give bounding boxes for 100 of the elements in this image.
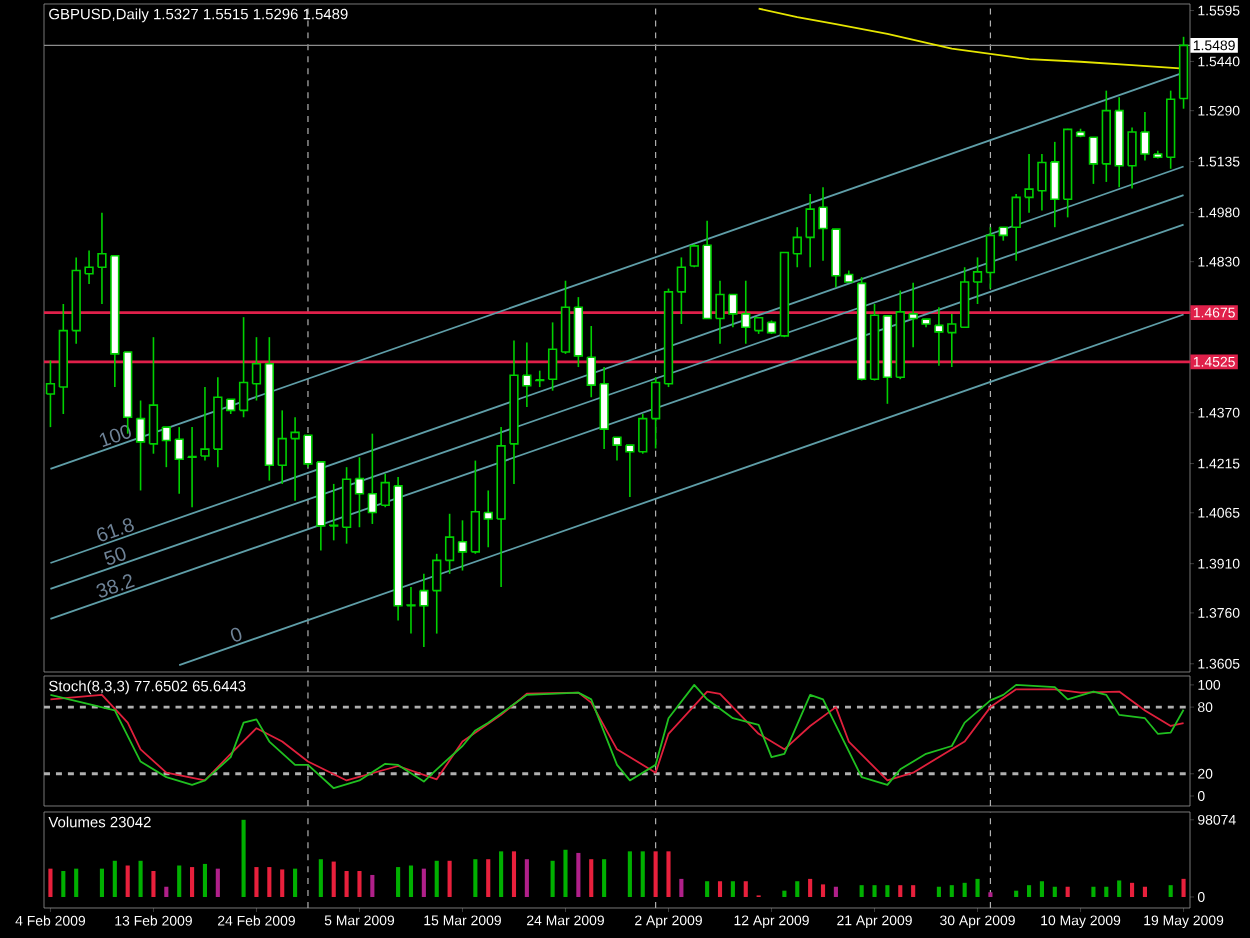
candlestick bbox=[341, 466, 352, 545]
bar bbox=[215, 868, 220, 897]
bar bbox=[859, 885, 864, 897]
bar bbox=[293, 868, 298, 897]
bar bbox=[524, 859, 529, 897]
bar bbox=[1039, 881, 1044, 897]
bar bbox=[48, 868, 53, 897]
candlestick bbox=[367, 432, 378, 525]
bar bbox=[421, 868, 426, 897]
bar bbox=[190, 867, 195, 897]
bar bbox=[872, 885, 877, 897]
candlestick bbox=[985, 226, 996, 290]
bar bbox=[1091, 886, 1096, 897]
bar bbox=[151, 871, 156, 897]
bar bbox=[408, 865, 414, 897]
bar bbox=[589, 859, 594, 897]
bar bbox=[473, 859, 478, 897]
text: 0 bbox=[230, 627, 242, 642]
candlestick bbox=[676, 256, 687, 325]
candlestick bbox=[650, 376, 661, 450]
candlestick bbox=[960, 266, 970, 329]
candlestick bbox=[1011, 193, 1021, 262]
bar bbox=[254, 867, 259, 897]
text: 61.8 bbox=[97, 518, 134, 542]
bar bbox=[344, 871, 349, 897]
text: 50 bbox=[104, 547, 126, 565]
bar bbox=[280, 869, 285, 897]
bar bbox=[370, 874, 375, 897]
bar bbox=[177, 865, 182, 897]
bar bbox=[795, 881, 800, 897]
bar bbox=[666, 851, 671, 897]
candlestick bbox=[470, 459, 481, 555]
bar bbox=[74, 868, 79, 897]
bar bbox=[576, 852, 581, 897]
bar bbox=[61, 871, 66, 897]
bar bbox=[1129, 882, 1135, 897]
bar bbox=[563, 849, 568, 897]
candlestick bbox=[251, 336, 262, 402]
bar bbox=[1014, 890, 1019, 897]
bar bbox=[730, 881, 735, 897]
bar bbox=[202, 863, 208, 897]
bar bbox=[434, 860, 439, 897]
bar bbox=[486, 859, 491, 897]
bar bbox=[125, 865, 130, 897]
candlestick bbox=[547, 321, 558, 392]
bar bbox=[447, 860, 452, 897]
bar bbox=[808, 878, 813, 897]
bar bbox=[1181, 878, 1186, 897]
bar bbox=[602, 859, 607, 897]
bar bbox=[936, 886, 941, 897]
bar bbox=[975, 878, 980, 897]
bar bbox=[1104, 886, 1109, 897]
bar bbox=[112, 860, 117, 897]
candlestick bbox=[148, 336, 159, 455]
text: 38.2 bbox=[96, 574, 135, 598]
bar bbox=[911, 885, 916, 897]
bar bbox=[717, 881, 723, 897]
bar bbox=[1052, 886, 1057, 897]
bar bbox=[782, 890, 787, 897]
candlestick bbox=[161, 426, 171, 468]
candlestick bbox=[135, 399, 146, 492]
bar bbox=[833, 886, 838, 897]
bar bbox=[1142, 886, 1147, 897]
bar bbox=[499, 851, 504, 897]
bar bbox=[99, 868, 104, 897]
bar bbox=[267, 867, 272, 897]
bar bbox=[396, 867, 401, 897]
bar bbox=[653, 851, 658, 897]
bar bbox=[949, 885, 954, 897]
bar bbox=[1168, 885, 1173, 897]
bar bbox=[627, 851, 632, 897]
bar bbox=[511, 851, 517, 897]
bar bbox=[164, 886, 169, 897]
bar bbox=[705, 881, 710, 897]
bar bbox=[962, 882, 967, 897]
bar bbox=[885, 885, 890, 897]
candlestick bbox=[792, 226, 802, 269]
candlestick bbox=[457, 519, 468, 572]
candlestick bbox=[354, 456, 365, 529]
bar bbox=[743, 881, 748, 897]
bar bbox=[640, 851, 645, 897]
candlestick bbox=[45, 359, 56, 428]
bar bbox=[241, 819, 246, 897]
candlestick bbox=[444, 512, 455, 575]
bar bbox=[898, 885, 903, 897]
bar bbox=[1117, 880, 1122, 897]
bar bbox=[1065, 886, 1070, 897]
bar bbox=[331, 861, 336, 897]
candlestick bbox=[560, 279, 571, 355]
candlestick bbox=[1088, 136, 1099, 185]
text: 100 bbox=[99, 425, 131, 448]
bar bbox=[550, 860, 555, 897]
bar bbox=[1026, 885, 1032, 897]
candlestick bbox=[972, 256, 983, 305]
bar bbox=[679, 878, 684, 897]
bar bbox=[318, 859, 323, 897]
bar bbox=[820, 884, 826, 897]
bar bbox=[357, 871, 362, 897]
bar bbox=[138, 860, 143, 897]
candlestick bbox=[238, 316, 249, 419]
